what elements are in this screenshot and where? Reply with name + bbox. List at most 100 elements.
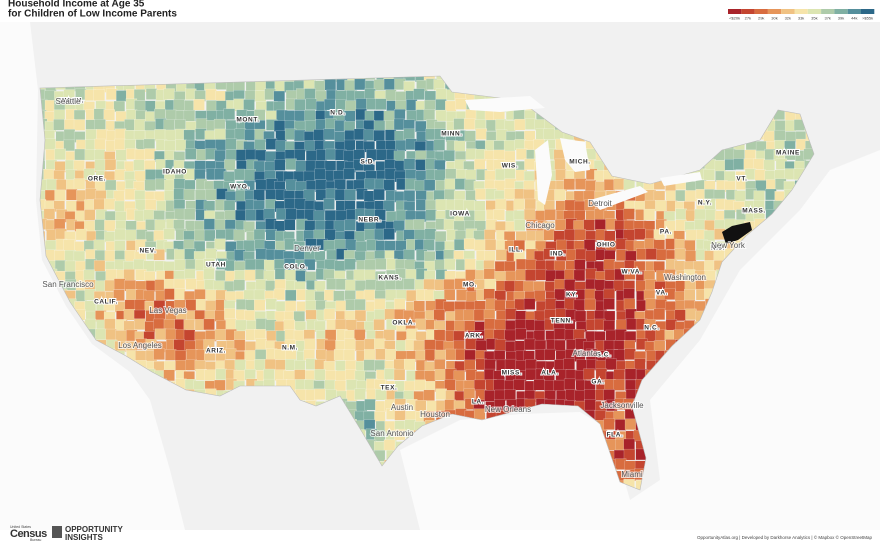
- county-cell: [285, 179, 297, 191]
- legend: <$20k 27k 29k 30k 32k 33k 35k 37k 39k 44k >$55k: [728, 9, 875, 21]
- county-cell: [144, 199, 157, 211]
- city-label: Miami: [621, 470, 643, 479]
- county-cell: [384, 308, 396, 321]
- county-cell: [273, 120, 286, 132]
- county-cell: [393, 368, 406, 381]
- county-cell: [434, 358, 446, 371]
- county-cell: [183, 188, 196, 201]
- county-cell: [234, 359, 247, 371]
- county-cell: [755, 180, 767, 192]
- county-cell: [464, 258, 476, 271]
- county-cell: [514, 118, 526, 131]
- county-cell: [54, 189, 66, 202]
- county-cell: [754, 169, 766, 181]
- county-cell: [314, 369, 326, 381]
- county-cell: [243, 99, 255, 111]
- county-cell: [375, 258, 387, 270]
- state-label: CALIF.: [94, 299, 118, 306]
- legend-swatch: [767, 9, 782, 14]
- legend-swatch: [834, 9, 848, 14]
- county-cell: [245, 149, 257, 161]
- county-cell: [224, 210, 236, 222]
- county-cell: [504, 178, 517, 190]
- county-cell: [564, 199, 577, 212]
- county-cell: [524, 158, 536, 170]
- county-cell: [93, 239, 106, 252]
- county-cell: [66, 189, 78, 201]
- county-cell: [605, 358, 617, 370]
- county-cell: [284, 198, 296, 210]
- state-label: WYO.: [230, 184, 250, 191]
- county-cell: [134, 119, 146, 131]
- county-cell: [254, 149, 267, 162]
- county-cell: [584, 389, 596, 401]
- county-cell: [323, 239, 335, 252]
- county-cell: [675, 189, 687, 202]
- city-label: Jacksonville: [600, 401, 644, 410]
- state-label: ORE.: [88, 176, 106, 183]
- county-cell: [403, 81, 415, 93]
- county-cell: [363, 190, 376, 202]
- county-cell: [343, 349, 356, 361]
- county-cell: [553, 328, 566, 340]
- county-cell: [184, 268, 196, 281]
- state-label: KANS.: [378, 275, 401, 282]
- legend-swatch: [741, 9, 755, 14]
- county-cell: [73, 119, 86, 131]
- county-cell: [305, 300, 317, 312]
- county-cell: [45, 240, 57, 252]
- county-cell: [513, 379, 525, 391]
- county-cell: [154, 129, 166, 141]
- city-label: New Orleans: [485, 405, 531, 414]
- county-cell: [703, 169, 715, 181]
- county-cell: [305, 98, 317, 111]
- legend-label: 35k: [811, 16, 817, 21]
- county-cell: [274, 80, 286, 93]
- county-cell: [94, 159, 106, 171]
- county-cell: [803, 148, 814, 160]
- county-cell: [173, 188, 185, 200]
- county-cell: [104, 250, 116, 262]
- county-cell: [94, 138, 106, 151]
- county-cell: [634, 228, 646, 240]
- county-cell: [85, 188, 97, 200]
- county-cell: [453, 118, 465, 130]
- county-cell: [433, 139, 446, 151]
- county-cell: [284, 219, 296, 231]
- county-cell: [433, 329, 446, 341]
- county-cell: [413, 219, 425, 231]
- county-cell: [475, 340, 488, 352]
- county-cell: [575, 248, 587, 261]
- county-cell: [345, 319, 358, 331]
- county-cell: [244, 269, 256, 281]
- county-cell: [445, 100, 457, 113]
- county-cell: [173, 278, 186, 291]
- county-cell: [354, 388, 366, 401]
- county-cell: [174, 208, 186, 220]
- county-cell: [83, 269, 95, 281]
- county-cell: [104, 198, 116, 210]
- county-cell: [74, 148, 86, 161]
- county-cell: [434, 259, 446, 271]
- county-cell: [613, 178, 625, 190]
- county-cell: [205, 88, 217, 101]
- city-label: Las Vegas: [149, 306, 186, 315]
- county-cell: [434, 369, 447, 381]
- city-label: Houston: [420, 410, 450, 419]
- county-cell: [473, 309, 486, 322]
- county-cell: [114, 228, 126, 241]
- county-cell: [404, 178, 417, 190]
- county-cell: [145, 88, 158, 100]
- county-cell: [174, 350, 187, 362]
- county-cell: [694, 208, 706, 221]
- county-cell: [384, 368, 396, 380]
- county-cell: [143, 138, 156, 151]
- county-cell: [355, 241, 368, 253]
- county-cell: [655, 200, 667, 212]
- county-cell: [215, 270, 227, 282]
- state-label: TENN.: [551, 318, 574, 325]
- county-cell: [533, 379, 546, 391]
- county-cell: [104, 231, 116, 243]
- county-cell: [164, 140, 176, 152]
- county-cell: [353, 128, 366, 141]
